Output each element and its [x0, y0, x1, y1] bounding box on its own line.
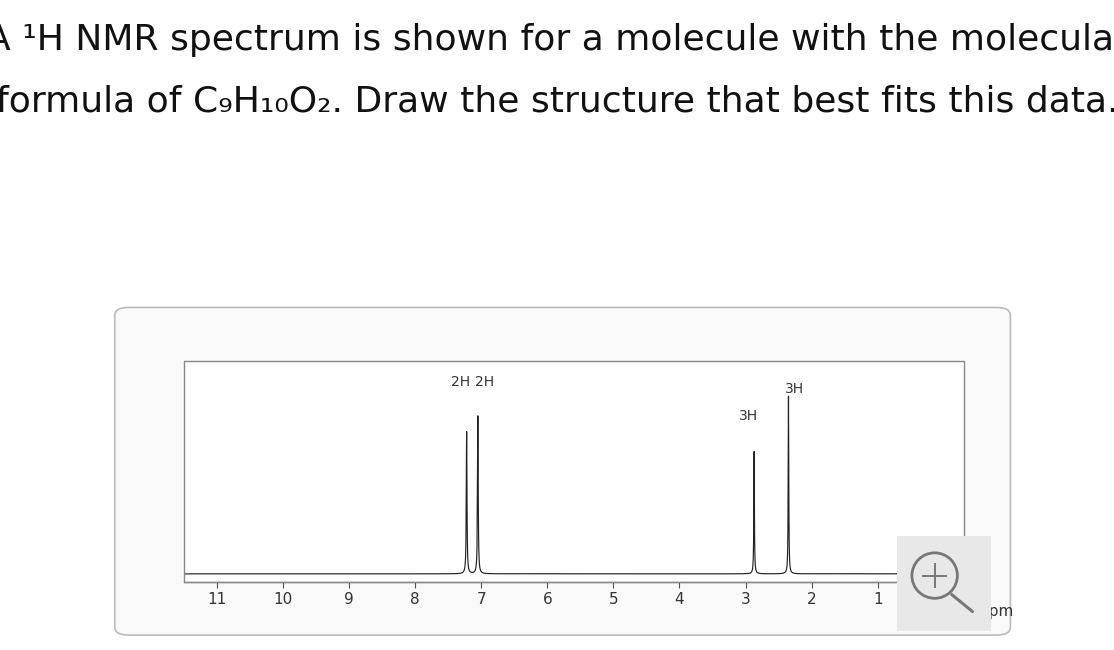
FancyBboxPatch shape: [890, 529, 998, 637]
Text: 3H: 3H: [785, 382, 804, 396]
Text: formula of C₉H₁₀O₂. Draw the structure that best fits this data.: formula of C₉H₁₀O₂. Draw the structure t…: [0, 84, 1114, 118]
Text: A ¹H NMR spectrum is shown for a molecule with the molecular: A ¹H NMR spectrum is shown for a molecul…: [0, 23, 1114, 57]
Text: 3H: 3H: [739, 409, 759, 423]
Text: 2H: 2H: [451, 376, 470, 389]
Bar: [184, 361, 964, 582]
Text: 2H: 2H: [475, 376, 494, 389]
Text: ppm: ppm: [979, 604, 1014, 619]
